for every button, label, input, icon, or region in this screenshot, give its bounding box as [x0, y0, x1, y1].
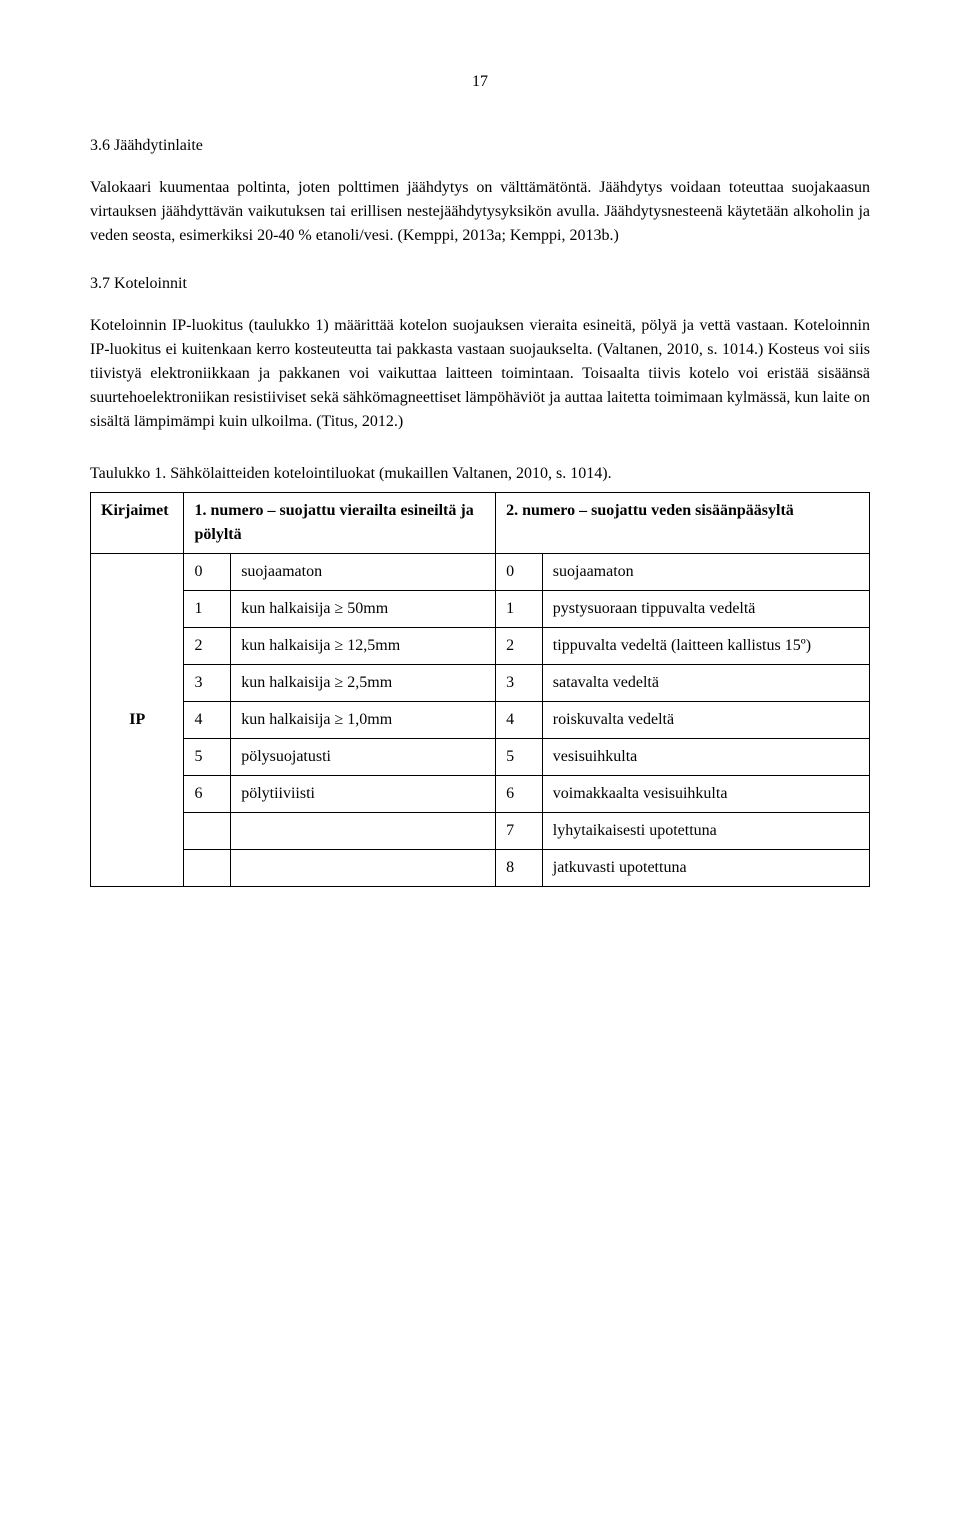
table-row: 5 pölysuojatusti 5 vesisuihkulta: [91, 739, 870, 776]
cell-d2: pystysuoraan tippuvalta vedeltä: [542, 591, 869, 628]
cell-d1: kun halkaisija ≥ 1,0mm: [231, 702, 496, 739]
page-number: 17: [90, 70, 870, 94]
table-row: 7 lyhytaikaisesti upotettuna: [91, 813, 870, 850]
cell-n2: 2: [496, 628, 543, 665]
cell-d2: jatkuvasti upotettuna: [542, 850, 869, 887]
table-row: 3 kun halkaisija ≥ 2,5mm 3 satavalta ved…: [91, 665, 870, 702]
cell-n1: 4: [184, 702, 231, 739]
cell-d2: tippuvalta vedeltä (laitteen kallistus 1…: [542, 628, 869, 665]
cell-d2: roiskuvalta vedeltä: [542, 702, 869, 739]
cell-d1: [231, 813, 496, 850]
cell-d2: satavalta vedeltä: [542, 665, 869, 702]
col-header-kirjaimet: Kirjaimet: [91, 493, 184, 554]
cell-n1: 3: [184, 665, 231, 702]
cell-d2: lyhytaikaisesti upotettuna: [542, 813, 869, 850]
cell-n2: 5: [496, 739, 543, 776]
cell-n1: 6: [184, 776, 231, 813]
cell-n1: 1: [184, 591, 231, 628]
cell-n2: 6: [496, 776, 543, 813]
ip-label-cell: IP: [91, 554, 184, 887]
col-header-1: 1. numero – suojattu vierailta esineiltä…: [184, 493, 496, 554]
cell-d2: vesisuihkulta: [542, 739, 869, 776]
cell-n1: 5: [184, 739, 231, 776]
cell-n1: 0: [184, 554, 231, 591]
cell-d2: voimakkaalta vesisuihkulta: [542, 776, 869, 813]
table-row: 2 kun halkaisija ≥ 12,5mm 2 tippuvalta v…: [91, 628, 870, 665]
cell-d1: pölysuojatusti: [231, 739, 496, 776]
col-header-1-num: 1.: [194, 502, 206, 519]
cell-n2: 7: [496, 813, 543, 850]
cell-n1: [184, 813, 231, 850]
cell-d1: kun halkaisija ≥ 50mm: [231, 591, 496, 628]
cell-n2: 1: [496, 591, 543, 628]
table-row: IP 0 suojaamaton 0 suojaamaton: [91, 554, 870, 591]
cell-d2: suojaamaton: [542, 554, 869, 591]
cell-d1: [231, 850, 496, 887]
col-header-2-num: 2.: [506, 502, 518, 519]
cell-d1: suojaamaton: [231, 554, 496, 591]
ip-label: IP: [129, 711, 145, 728]
cell-n1: [184, 850, 231, 887]
table-row: 8 jatkuvasti upotettuna: [91, 850, 870, 887]
cell-n2: 4: [496, 702, 543, 739]
table-row: 6 pölytiiviisti 6 voimakkaalta vesisuihk…: [91, 776, 870, 813]
section-2-paragraph: Koteloinnin IP-luokitus (taulukko 1) mää…: [90, 314, 870, 434]
cell-n2: 3: [496, 665, 543, 702]
table-header-row: Kirjaimet 1. numero – suojattu vierailta…: [91, 493, 870, 554]
cell-n2: 0: [496, 554, 543, 591]
col-header-2: 2. numero – suojattu veden sisäänpääsylt…: [496, 493, 870, 554]
section-heading-2: 3.7 Koteloinnit: [90, 272, 870, 296]
table-row: 4 kun halkaisija ≥ 1,0mm 4 roiskuvalta v…: [91, 702, 870, 739]
cell-d1: kun halkaisija ≥ 2,5mm: [231, 665, 496, 702]
table-caption: Taulukko 1. Sähkölaitteiden kotelointilu…: [90, 462, 870, 486]
cell-n2: 8: [496, 850, 543, 887]
cell-d1: pölytiiviisti: [231, 776, 496, 813]
table-row: 1 kun halkaisija ≥ 50mm 1 pystysuoraan t…: [91, 591, 870, 628]
col-header-2-desc: numero – suojattu veden sisäänpääsyltä: [522, 502, 794, 519]
col-header-1-desc: numero – suojattu vierailta esineiltä ja…: [194, 502, 473, 543]
section-1-paragraph: Valokaari kuumentaa poltinta, joten polt…: [90, 176, 870, 248]
cell-n1: 2: [184, 628, 231, 665]
cell-d1: kun halkaisija ≥ 12,5mm: [231, 628, 496, 665]
section-heading-1: 3.6 Jäähdytinlaite: [90, 134, 870, 158]
ip-class-table: Kirjaimet 1. numero – suojattu vierailta…: [90, 492, 870, 887]
